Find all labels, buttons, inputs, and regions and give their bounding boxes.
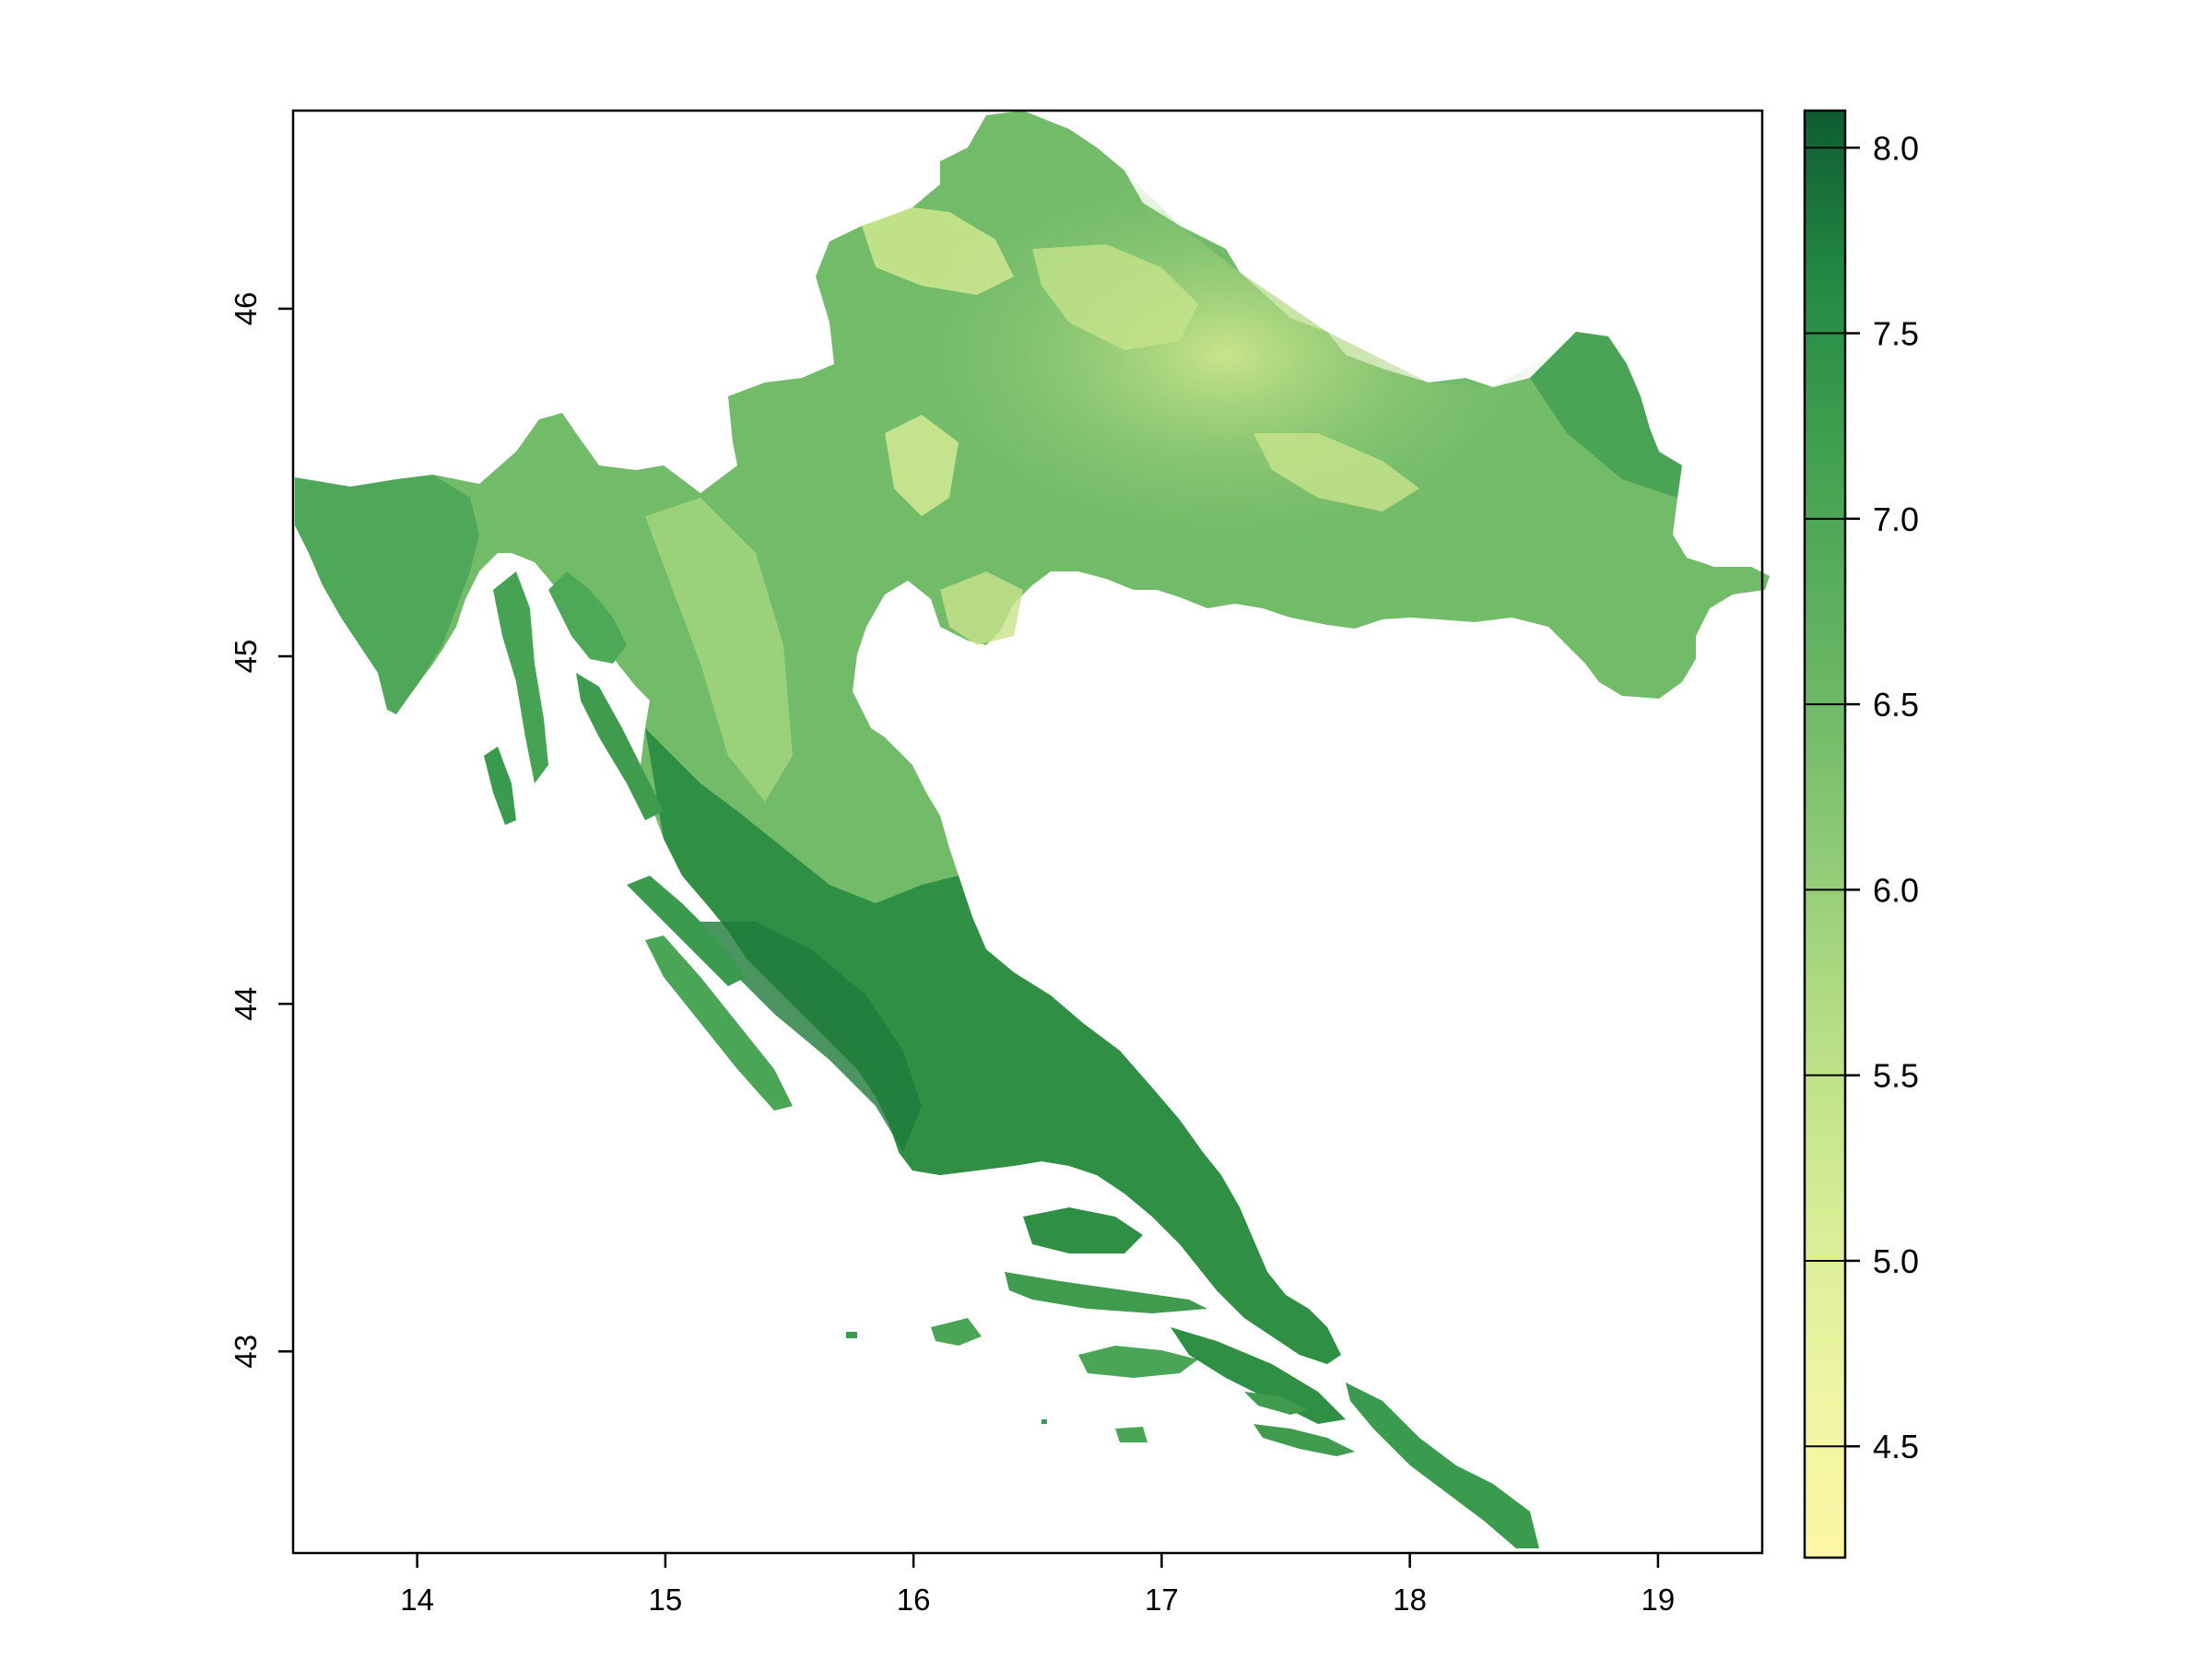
island-kornati	[645, 935, 793, 1111]
istria-region	[295, 475, 479, 714]
x-tick-label: 14	[400, 1583, 434, 1617]
slavonia-east-region	[1530, 332, 1682, 498]
island-brac	[1023, 1207, 1143, 1253]
x-tick-label: 18	[1393, 1583, 1427, 1617]
island-cres	[493, 571, 548, 783]
x-tick-label: 15	[649, 1583, 683, 1617]
legend-tick-label: 7.0	[1873, 500, 1919, 538]
legend-tick-label: 4.5	[1873, 1428, 1919, 1465]
island-small-2	[1041, 1419, 1047, 1424]
x-tick-label: 17	[1145, 1583, 1179, 1617]
dalmatia-inner-region	[700, 922, 922, 1152]
x-tick-label: 19	[1641, 1583, 1676, 1617]
legend-tick-label: 8.0	[1873, 129, 1919, 167]
island-vis	[931, 1318, 982, 1346]
light-patch-central	[1032, 244, 1198, 350]
legend-colorbar	[1803, 109, 1847, 1559]
legend-tick-label: 5.0	[1873, 1242, 1919, 1280]
island-dugi-otok	[627, 876, 747, 986]
island-hvar	[1005, 1272, 1207, 1313]
y-axis: 43 44 45 46	[229, 292, 293, 1369]
island-peljesac	[1171, 1327, 1346, 1424]
color-legend: 4.5 5.0 5.5 6.0 6.5 7.0 7.5 8.0	[1803, 109, 1919, 1559]
light-patch-karlovac	[885, 415, 959, 516]
island-lastovo	[1115, 1427, 1147, 1442]
dubrovnik-coast	[1346, 1382, 1539, 1548]
dalmatia-region	[645, 728, 1341, 1364]
x-axis: 14 15 16 17 18 19	[400, 1553, 1675, 1617]
island-rab-pag	[576, 673, 664, 820]
y-tick-label: 44	[229, 987, 263, 1021]
plot-frame	[291, 109, 1764, 1555]
island-krk	[548, 571, 627, 664]
light-patch-east	[1253, 433, 1419, 512]
island-korcula	[1078, 1346, 1198, 1378]
y-tick-label: 46	[229, 292, 263, 326]
legend-ticks: 4.5 5.0 5.5 6.0 6.5 7.0 7.5 8.0	[1805, 129, 1919, 1465]
y-tick-label: 43	[229, 1335, 263, 1369]
island-mljet	[1253, 1424, 1355, 1456]
island-losinj	[484, 747, 516, 825]
island-small-1	[846, 1332, 857, 1338]
light-patch-lika	[645, 498, 793, 802]
legend-tick-label: 7.5	[1873, 315, 1919, 353]
elevation-raster	[295, 111, 1770, 1548]
y-tick-label: 45	[229, 640, 263, 674]
island-elafiti	[1244, 1392, 1309, 1415]
legend-tick-label: 5.5	[1873, 1057, 1919, 1095]
legend-tick-label: 6.0	[1873, 871, 1919, 909]
light-patch-kordun	[940, 571, 1023, 645]
x-tick-label: 16	[897, 1583, 931, 1617]
light-patch-north	[862, 207, 1014, 295]
legend-tick-label: 6.5	[1873, 686, 1919, 724]
